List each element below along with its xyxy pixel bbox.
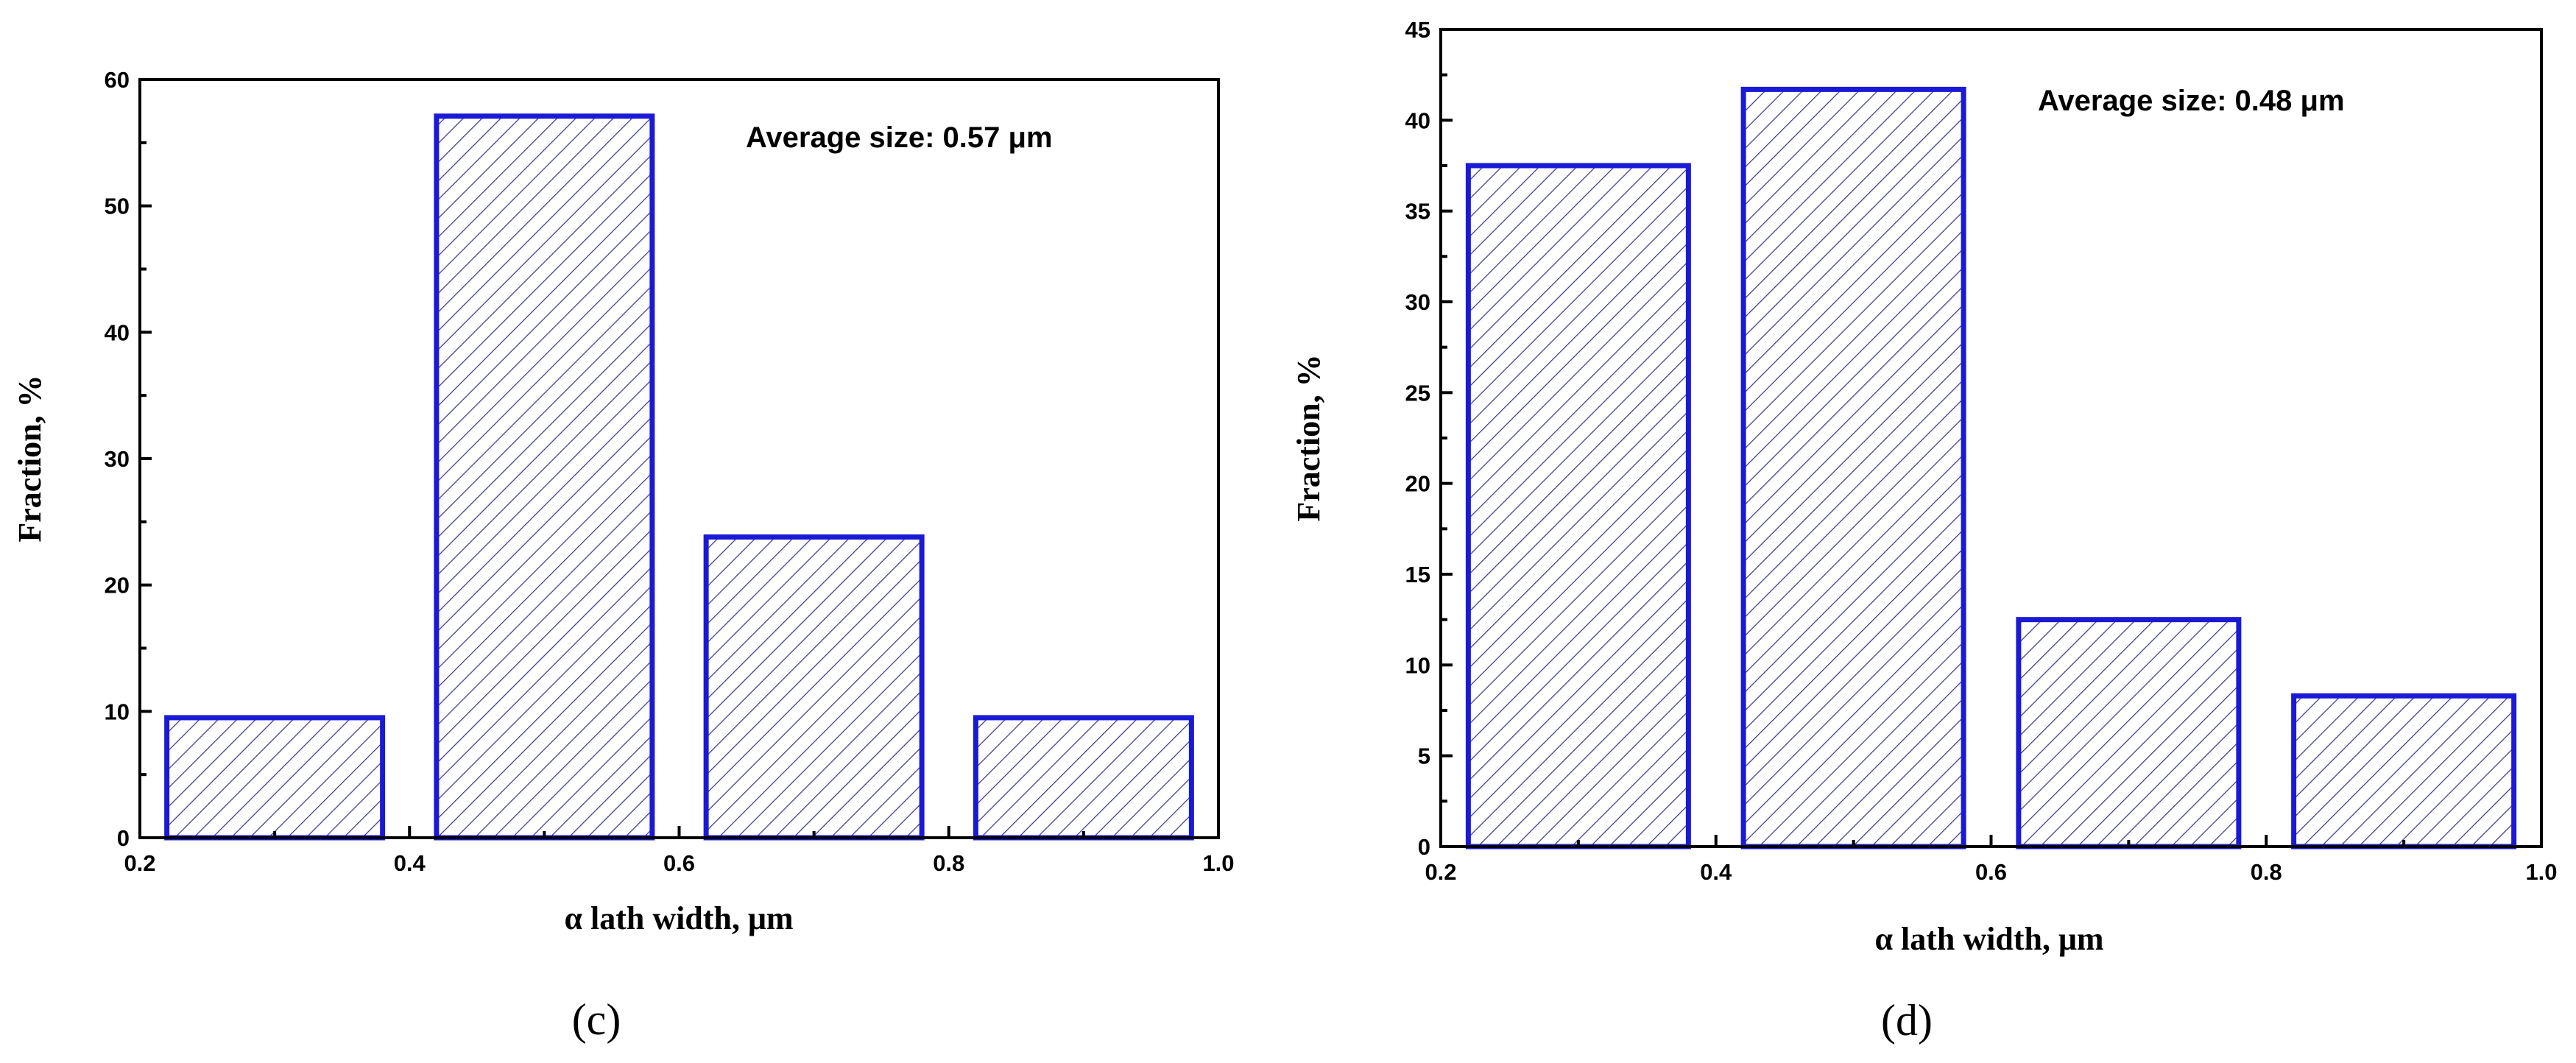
x-tick-label-d-3: 0.8 — [2251, 859, 2282, 885]
y-tick-label-d-9: 45 — [1405, 17, 1430, 43]
x-tick-label-c-2: 0.6 — [663, 850, 695, 876]
chart-panel-c: 0.2 0.4 0.6 0.8 1.0 0 10 20 30 40 50 60 Average siz… — [12, 67, 1235, 1044]
y-axis-label-d: Fraction, % — [1291, 354, 1327, 521]
bar-c-1 — [164, 715, 386, 841]
x-tick-label-c-4: 1.0 — [1202, 850, 1234, 876]
y-tick-label-c-1: 10 — [105, 699, 130, 724]
bar-d-2 — [1740, 86, 1966, 850]
chart-panel-d: 0.2 0.4 0.6 0.8 1.0 0 5 10 15 20 25 30 35 40 45 Averag… — [1291, 17, 2558, 1045]
x-tick-label-c-0: 0.2 — [124, 850, 155, 876]
y-tick-label-c-0: 0 — [117, 825, 130, 851]
ticks-c: 0.2 0.4 0.6 0.8 1.0 0 10 20 30 40 50 60 — [105, 67, 1235, 876]
y-tick-label-d-5: 25 — [1405, 380, 1430, 406]
x-tick-label-d-0: 0.2 — [1425, 859, 1456, 885]
panel-label-c: (c) — [572, 995, 621, 1044]
y-tick-label-d-8: 40 — [1405, 107, 1430, 133]
panel-label-d: (d) — [1881, 996, 1933, 1045]
y-tick-label-c-4: 40 — [105, 319, 130, 345]
y-tick-label-d-0: 0 — [1418, 834, 1430, 860]
y-tick-label-d-2: 10 — [1405, 652, 1430, 678]
ticks-d: 0.2 0.4 0.6 0.8 1.0 0 5 10 15 20 25 30 35 40 45 — [1405, 17, 2558, 885]
x-axis-label-d: α lath width, μm — [1874, 921, 2103, 957]
y-tick-label-d-3: 15 — [1405, 562, 1430, 587]
x-tick-label-d-4: 1.0 — [2525, 859, 2557, 885]
annotation-average-size-d: Average size: 0.48 μm — [2038, 85, 2345, 117]
x-tick-label-d-1: 0.4 — [1700, 859, 1732, 885]
y-tick-label-d-4: 20 — [1405, 471, 1430, 497]
x-tick-label-d-2: 0.6 — [1975, 859, 2007, 885]
bar-c-2 — [434, 113, 655, 841]
bar-d-3 — [2016, 617, 2242, 850]
x-axis-label-c: α lath width, μm — [564, 900, 793, 936]
bar-c-3 — [703, 534, 925, 841]
bar-d-4 — [2291, 693, 2517, 850]
x-tick-label-c-1: 0.4 — [394, 850, 426, 876]
bars-c — [164, 113, 1194, 841]
y-tick-label-c-2: 20 — [105, 573, 130, 598]
y-tick-label-c-6: 60 — [105, 67, 130, 93]
y-tick-label-d-1: 5 — [1418, 744, 1430, 769]
y-axis-label-c: Fraction, % — [12, 375, 48, 542]
y-tick-label-c-5: 50 — [105, 194, 130, 219]
bar-d-1 — [1465, 163, 1691, 850]
x-tick-label-c-3: 0.8 — [933, 850, 964, 876]
y-tick-label-c-3: 30 — [105, 446, 130, 472]
bars-d — [1465, 86, 2517, 850]
y-tick-label-d-7: 35 — [1405, 199, 1430, 225]
y-tick-label-d-6: 30 — [1405, 289, 1430, 315]
bar-c-4 — [973, 715, 1194, 841]
annotation-average-size-c: Average size: 0.57 μm — [746, 121, 1053, 154]
